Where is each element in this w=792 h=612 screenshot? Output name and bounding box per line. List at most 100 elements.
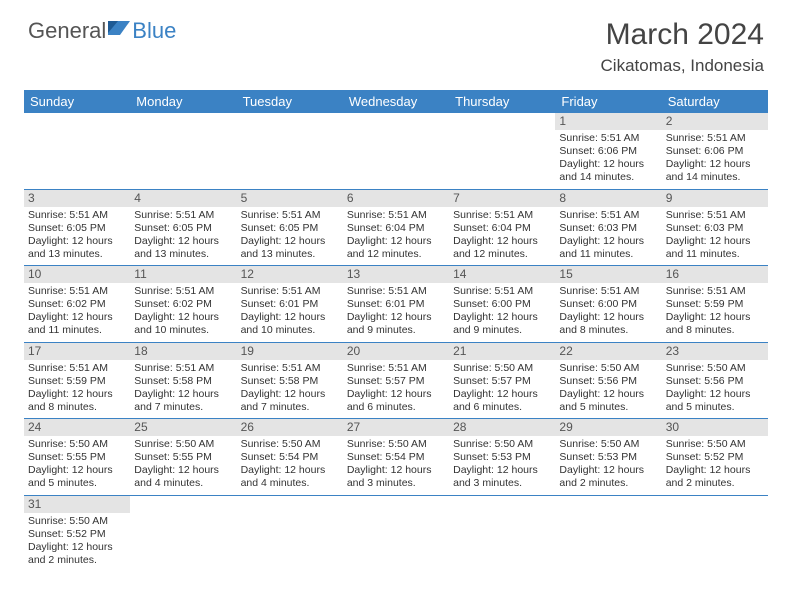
sunset-text: Sunset: 6:06 PM — [559, 145, 657, 158]
day-content: Sunrise: 5:51 AMSunset: 6:06 PMDaylight:… — [662, 130, 768, 189]
location: Cikatomas, Indonesia — [601, 56, 764, 76]
calendar-cell — [449, 113, 555, 189]
calendar-cell: 16Sunrise: 5:51 AMSunset: 5:59 PMDayligh… — [662, 266, 768, 343]
day-number: 4 — [130, 190, 236, 207]
daylight-text: Daylight: 12 hours and 8 minutes. — [28, 388, 126, 414]
day-content: Sunrise: 5:51 AMSunset: 6:01 PMDaylight:… — [343, 283, 449, 342]
calendar-cell: 12Sunrise: 5:51 AMSunset: 6:01 PMDayligh… — [237, 266, 343, 343]
calendar-cell — [343, 113, 449, 189]
sunrise-text: Sunrise: 5:50 AM — [666, 362, 764, 375]
day-number: 12 — [237, 266, 343, 283]
calendar-cell: 7Sunrise: 5:51 AMSunset: 6:04 PMDaylight… — [449, 189, 555, 266]
sunset-text: Sunset: 6:06 PM — [666, 145, 764, 158]
day-number: 26 — [237, 419, 343, 436]
sunset-text: Sunset: 6:01 PM — [347, 298, 445, 311]
daylight-text: Daylight: 12 hours and 3 minutes. — [347, 464, 445, 490]
sunrise-text: Sunrise: 5:50 AM — [347, 438, 445, 451]
calendar-cell: 8Sunrise: 5:51 AMSunset: 6:03 PMDaylight… — [555, 189, 661, 266]
sunset-text: Sunset: 6:02 PM — [134, 298, 232, 311]
day-content: Sunrise: 5:51 AMSunset: 6:05 PMDaylight:… — [237, 207, 343, 266]
sunrise-text: Sunrise: 5:50 AM — [241, 438, 339, 451]
daylight-text: Daylight: 12 hours and 10 minutes. — [241, 311, 339, 337]
calendar-cell: 25Sunrise: 5:50 AMSunset: 5:55 PMDayligh… — [130, 419, 236, 496]
daylight-text: Daylight: 12 hours and 8 minutes. — [666, 311, 764, 337]
day-number: 27 — [343, 419, 449, 436]
calendar-cell: 21Sunrise: 5:50 AMSunset: 5:57 PMDayligh… — [449, 342, 555, 419]
sunset-text: Sunset: 6:02 PM — [28, 298, 126, 311]
weekday-header: Monday — [130, 90, 236, 113]
day-number: 3 — [24, 190, 130, 207]
daylight-text: Daylight: 12 hours and 13 minutes. — [28, 235, 126, 261]
calendar-week: 31Sunrise: 5:50 AMSunset: 5:52 PMDayligh… — [24, 495, 768, 571]
day-number: 22 — [555, 343, 661, 360]
calendar-cell — [343, 495, 449, 571]
day-content: Sunrise: 5:50 AMSunset: 5:56 PMDaylight:… — [662, 360, 768, 419]
title-block: March 2024 Cikatomas, Indonesia — [601, 18, 764, 76]
sunset-text: Sunset: 5:52 PM — [28, 528, 126, 541]
day-number: 2 — [662, 113, 768, 130]
daylight-text: Daylight: 12 hours and 6 minutes. — [453, 388, 551, 414]
sunset-text: Sunset: 6:00 PM — [559, 298, 657, 311]
flag-icon — [108, 19, 132, 40]
day-number: 9 — [662, 190, 768, 207]
sunset-text: Sunset: 5:59 PM — [28, 375, 126, 388]
daylight-text: Daylight: 12 hours and 4 minutes. — [241, 464, 339, 490]
sunset-text: Sunset: 5:58 PM — [134, 375, 232, 388]
day-number: 20 — [343, 343, 449, 360]
daylight-text: Daylight: 12 hours and 14 minutes. — [559, 158, 657, 184]
sunrise-text: Sunrise: 5:51 AM — [241, 362, 339, 375]
sunrise-text: Sunrise: 5:50 AM — [666, 438, 764, 451]
calendar-cell — [130, 495, 236, 571]
daylight-text: Daylight: 12 hours and 10 minutes. — [134, 311, 232, 337]
daylight-text: Daylight: 12 hours and 6 minutes. — [347, 388, 445, 414]
sunrise-text: Sunrise: 5:51 AM — [453, 285, 551, 298]
sunset-text: Sunset: 5:53 PM — [559, 451, 657, 464]
day-number: 8 — [555, 190, 661, 207]
daylight-text: Daylight: 12 hours and 12 minutes. — [347, 235, 445, 261]
daylight-text: Daylight: 12 hours and 7 minutes. — [241, 388, 339, 414]
day-content: Sunrise: 5:50 AMSunset: 5:52 PMDaylight:… — [24, 513, 130, 572]
day-content: Sunrise: 5:51 AMSunset: 5:59 PMDaylight:… — [24, 360, 130, 419]
calendar-cell: 19Sunrise: 5:51 AMSunset: 5:58 PMDayligh… — [237, 342, 343, 419]
calendar-cell: 9Sunrise: 5:51 AMSunset: 6:03 PMDaylight… — [662, 189, 768, 266]
daylight-text: Daylight: 12 hours and 12 minutes. — [453, 235, 551, 261]
sunrise-text: Sunrise: 5:50 AM — [453, 362, 551, 375]
sunrise-text: Sunrise: 5:50 AM — [453, 438, 551, 451]
sunset-text: Sunset: 6:00 PM — [453, 298, 551, 311]
sunrise-text: Sunrise: 5:51 AM — [28, 362, 126, 375]
calendar-cell — [237, 495, 343, 571]
calendar-cell: 18Sunrise: 5:51 AMSunset: 5:58 PMDayligh… — [130, 342, 236, 419]
sunrise-text: Sunrise: 5:50 AM — [134, 438, 232, 451]
sunset-text: Sunset: 5:55 PM — [134, 451, 232, 464]
day-number: 23 — [662, 343, 768, 360]
day-content: Sunrise: 5:50 AMSunset: 5:53 PMDaylight:… — [555, 436, 661, 495]
daylight-text: Daylight: 12 hours and 9 minutes. — [347, 311, 445, 337]
calendar-cell: 10Sunrise: 5:51 AMSunset: 6:02 PMDayligh… — [24, 266, 130, 343]
calendar-cell: 17Sunrise: 5:51 AMSunset: 5:59 PMDayligh… — [24, 342, 130, 419]
daylight-text: Daylight: 12 hours and 3 minutes. — [453, 464, 551, 490]
calendar-cell: 11 Sunrise: 5:51 AMSunset: 6:02 PMDayligh… — [130, 266, 236, 343]
sunrise-text: Sunrise: 5:51 AM — [134, 285, 232, 298]
sunset-text: Sunset: 5:52 PM — [666, 451, 764, 464]
day-number: 5 — [237, 190, 343, 207]
logo-text-general: General — [28, 18, 106, 44]
calendar-cell: 6Sunrise: 5:51 AMSunset: 6:04 PMDaylight… — [343, 189, 449, 266]
sunrise-text: Sunrise: 5:51 AM — [666, 132, 764, 145]
daylight-text: Daylight: 12 hours and 7 minutes. — [134, 388, 232, 414]
day-content: Sunrise: 5:50 AMSunset: 5:55 PMDaylight:… — [130, 436, 236, 495]
day-number: 24 — [24, 419, 130, 436]
sunrise-text: Sunrise: 5:51 AM — [241, 209, 339, 222]
calendar-week: 24Sunrise: 5:50 AMSunset: 5:55 PMDayligh… — [24, 419, 768, 496]
day-content: Sunrise: 5:51 AMSunset: 6:02 PMDaylight:… — [24, 283, 130, 342]
day-number: 6 — [343, 190, 449, 207]
day-content: Sunrise: 5:50 AMSunset: 5:56 PMDaylight:… — [555, 360, 661, 419]
sunrise-text: Sunrise: 5:51 AM — [559, 285, 657, 298]
weekday-header: Tuesday — [237, 90, 343, 113]
day-number: 11 — [130, 266, 236, 283]
day-number: 13 — [343, 266, 449, 283]
day-number: 17 — [24, 343, 130, 360]
calendar-cell: 15Sunrise: 5:51 AMSunset: 6:00 PMDayligh… — [555, 266, 661, 343]
sunrise-text: Sunrise: 5:51 AM — [347, 285, 445, 298]
calendar-cell: 26Sunrise: 5:50 AMSunset: 5:54 PMDayligh… — [237, 419, 343, 496]
weekday-header: Saturday — [662, 90, 768, 113]
